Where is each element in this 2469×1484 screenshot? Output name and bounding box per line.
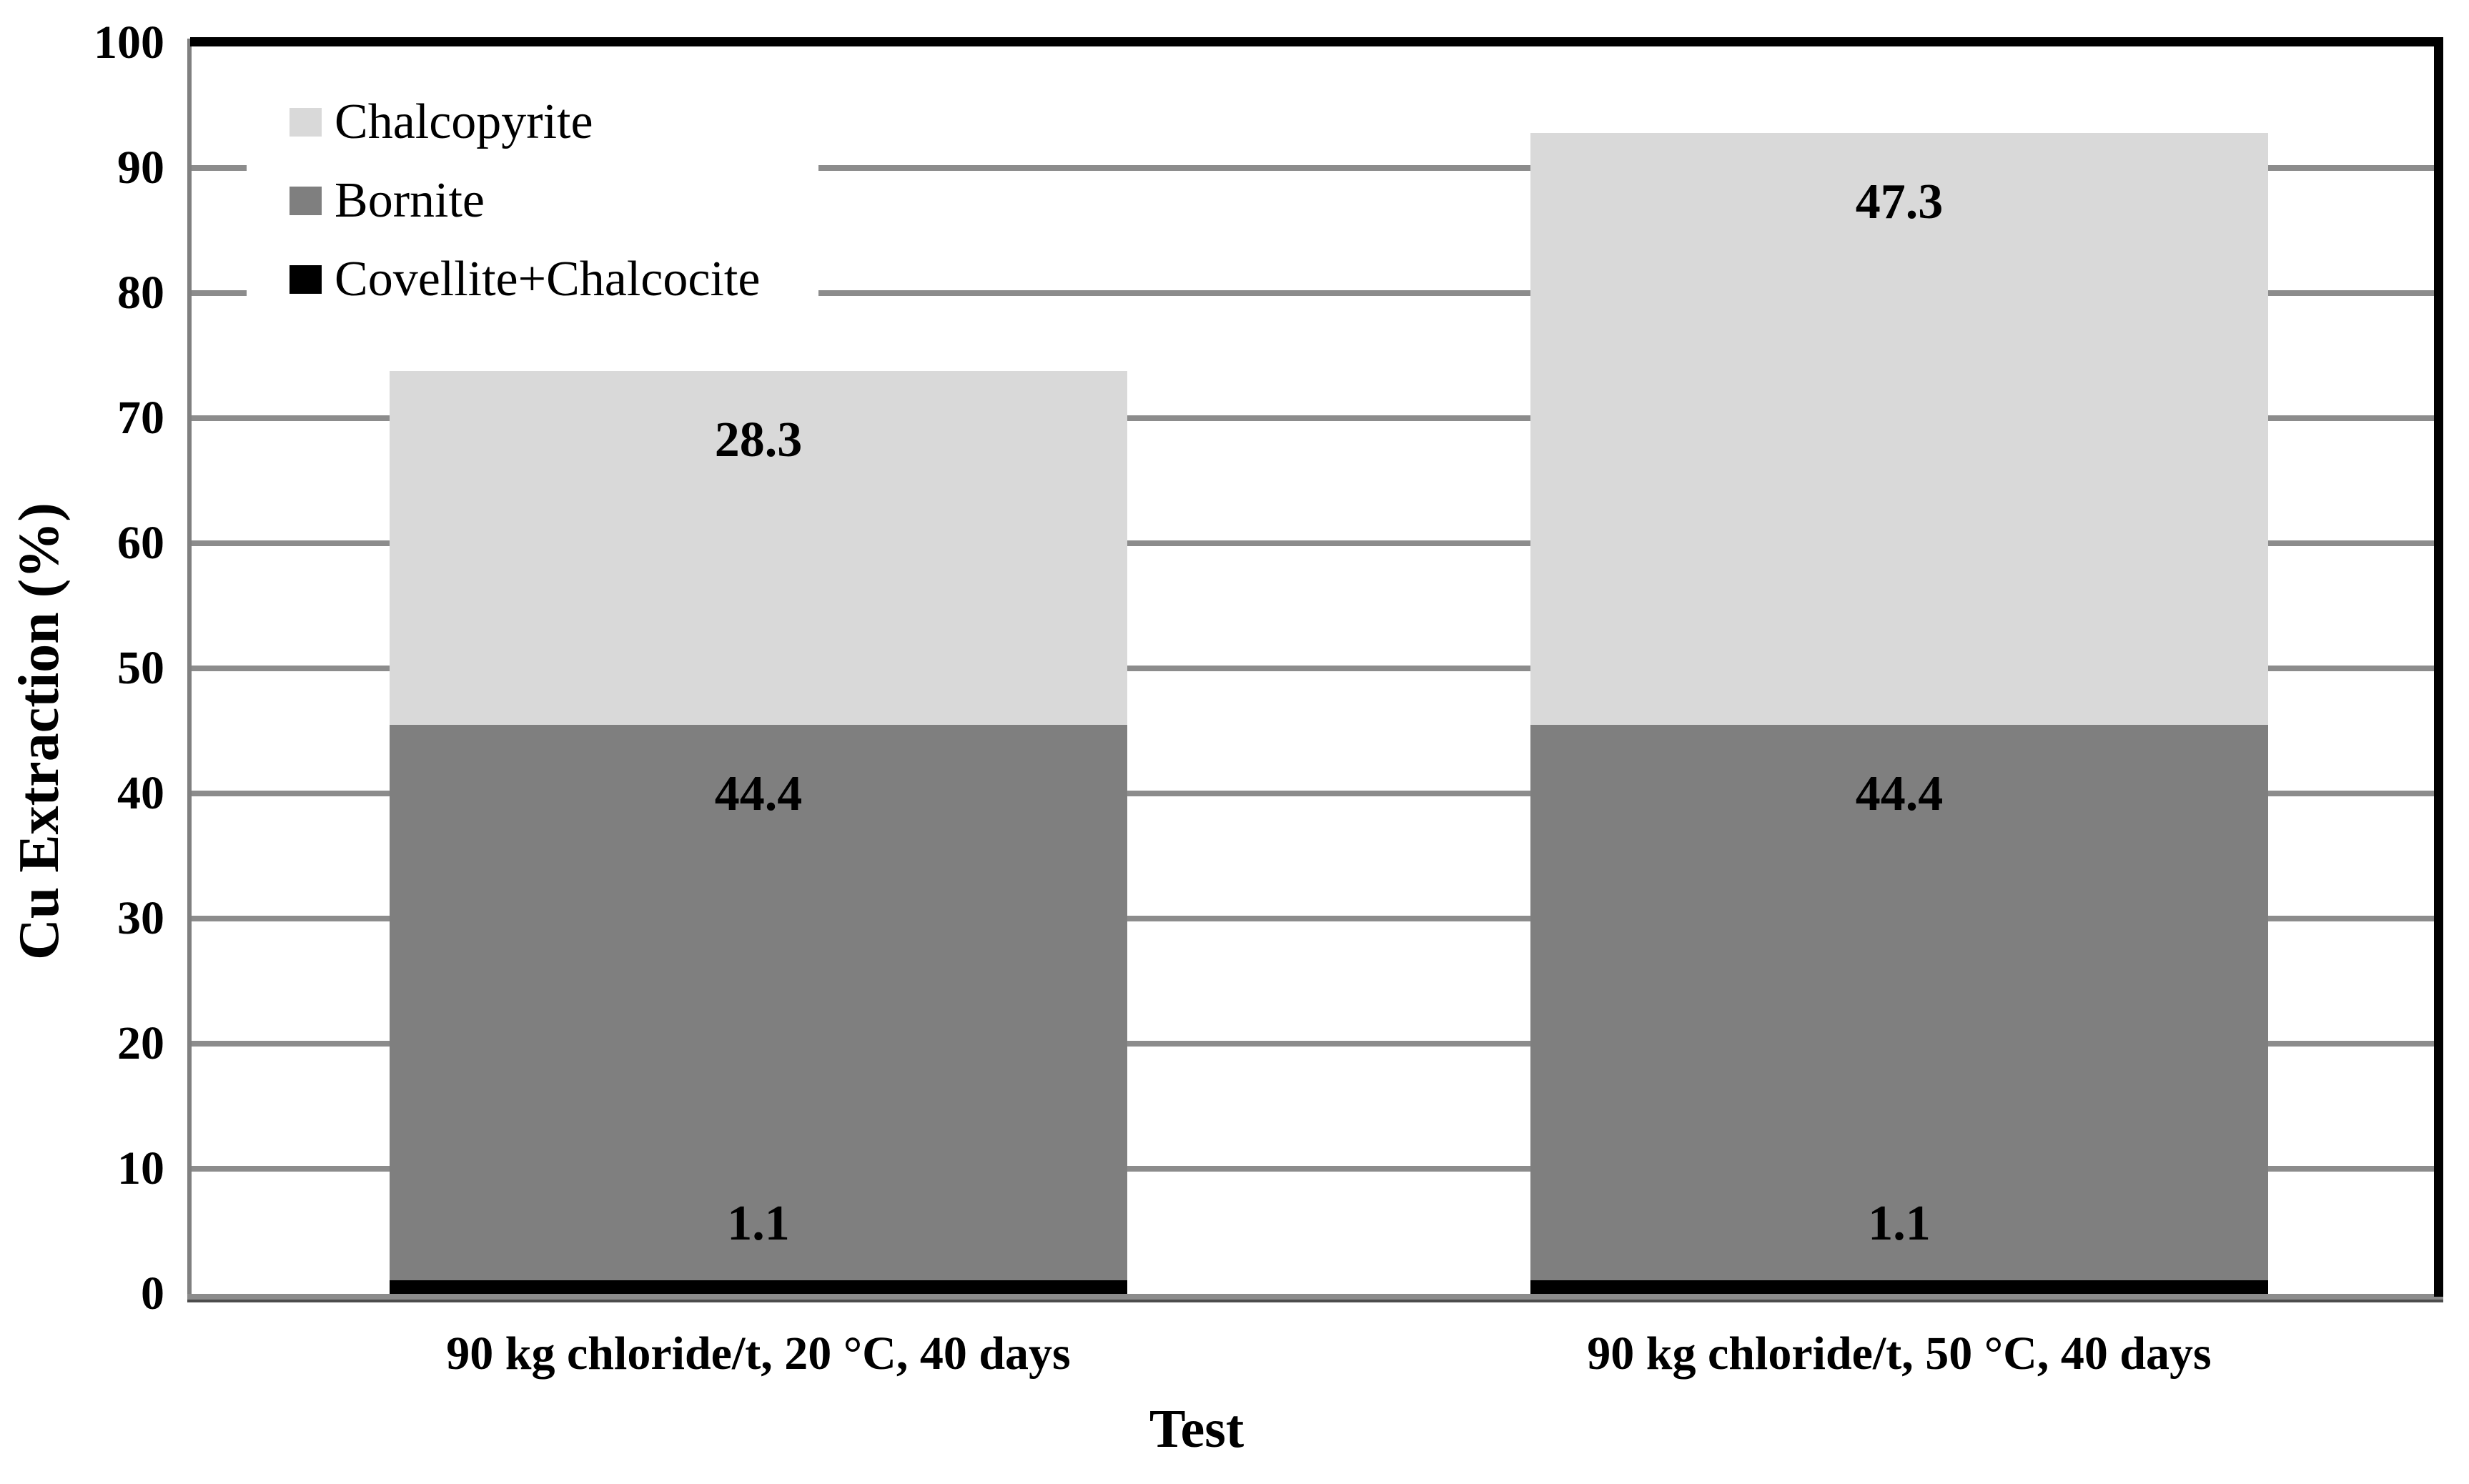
- y-tick-label-10: 10: [117, 1142, 164, 1194]
- legend-item-label: Covellite+Chalcocite: [335, 252, 761, 307]
- category-label-2: 90 kg chloride/t, 50 °C, 40 days: [1587, 1327, 2212, 1380]
- gridline-10: [192, 1166, 2434, 1172]
- gridline-40: [192, 791, 2434, 796]
- gridline-60: [192, 540, 2434, 546]
- y-tick-label-40: 40: [117, 767, 164, 819]
- category-label-1: 90 kg chloride/t, 20 °C, 40 days: [446, 1327, 1071, 1380]
- bar-segment-covellite-chalcocite: [1530, 1280, 2268, 1294]
- bar-value-label: 44.4: [714, 766, 803, 821]
- bar-segment-bornite: [1530, 724, 2268, 1280]
- bar-segment-chalcopyrite: [390, 370, 1127, 725]
- y-tick-label-30: 30: [117, 892, 164, 944]
- y-tick-label-90: 90: [117, 142, 164, 194]
- plot-border-right: [2434, 37, 2443, 1297]
- bar-value-label: 1.1: [1868, 1195, 1931, 1251]
- y-tick-label-60: 60: [117, 517, 164, 569]
- legend: Chalcopyrite Bornite Covellite+Chalcocite: [247, 82, 818, 320]
- gridline-80: [192, 290, 2434, 296]
- x-axis-line: [187, 1294, 2443, 1300]
- bar-segment-bornite: [390, 724, 1127, 1280]
- legend-item-covellite-chalcocite: Covellite+Chalcocite: [247, 242, 818, 317]
- y-tick-label-0: 0: [141, 1267, 164, 1320]
- gridline-90: [192, 165, 2434, 171]
- y-axis-line: [187, 39, 192, 1302]
- y-tick-label-70: 70: [117, 392, 164, 444]
- y-tick-label-20: 20: [117, 1017, 164, 1069]
- legend-item-bornite: Bornite: [247, 164, 818, 238]
- x-axis-shadow-line: [187, 1300, 2443, 1302]
- y-tick-label-50: 50: [117, 642, 164, 694]
- legend-swatch-icon: [290, 108, 322, 137]
- y-tick-label-80: 80: [117, 267, 164, 319]
- plot-border-top: [190, 37, 2443, 46]
- gridline-70: [192, 415, 2434, 421]
- legend-item-label: Chalcopyrite: [335, 94, 593, 149]
- bar-value-label: 28.3: [714, 412, 803, 468]
- gridline-50: [192, 666, 2434, 671]
- gridline-20: [192, 1041, 2434, 1047]
- legend-swatch-icon: [290, 187, 322, 215]
- gridline-30: [192, 916, 2434, 921]
- bar-value-label: 1.1: [727, 1195, 790, 1251]
- bar-segment-chalcopyrite: [1530, 133, 2268, 725]
- legend-item-label: Bornite: [335, 173, 485, 228]
- y-tick-label-100: 100: [94, 16, 164, 69]
- legend-swatch-icon: [290, 265, 322, 294]
- legend-item-chalcopyrite: Chalcopyrite: [247, 85, 818, 159]
- bar-segment-covellite-chalcocite: [390, 1280, 1127, 1294]
- bar-value-label: 47.3: [1855, 174, 1944, 229]
- bar-value-label: 44.4: [1855, 766, 1944, 821]
- x-axis-title: Test: [1149, 1399, 1245, 1459]
